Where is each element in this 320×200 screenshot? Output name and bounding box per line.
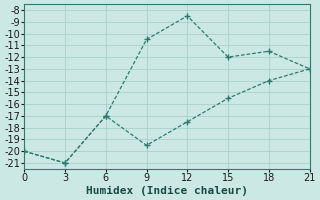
X-axis label: Humidex (Indice chaleur): Humidex (Indice chaleur) (86, 186, 248, 196)
